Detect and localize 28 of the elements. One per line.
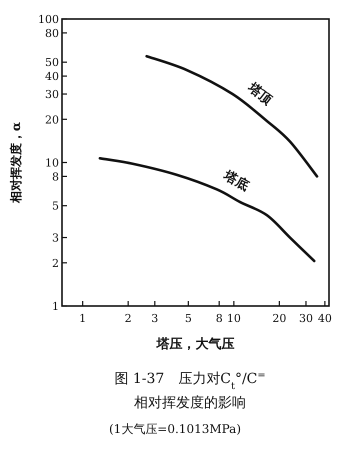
text: 塔顶 bbox=[244, 80, 276, 110]
y-tick-label: 80 bbox=[45, 26, 59, 40]
text: (1大气压=0.1013MPa) bbox=[108, 422, 242, 436]
y-tick-label: 40 bbox=[45, 70, 59, 84]
y-tick-label: 30 bbox=[45, 88, 59, 102]
x-tick-label: 30 bbox=[298, 312, 313, 325]
x-tick-label: 3 bbox=[151, 312, 158, 325]
text: 塔底 bbox=[220, 167, 252, 194]
y-axis-title: 相对挥发度，α bbox=[9, 122, 23, 204]
x-tick-label: 5 bbox=[184, 312, 192, 325]
y-tick-label: 1 bbox=[52, 300, 59, 313]
y-tick-label: 3 bbox=[52, 232, 59, 245]
x-tick-label: 40 bbox=[318, 312, 332, 325]
y-tick-label: 20 bbox=[45, 113, 59, 126]
y-tick-label: 8 bbox=[52, 170, 59, 184]
x-axis-title: 塔压，大气压 bbox=[156, 337, 234, 352]
y-tick-label: 50 bbox=[45, 56, 59, 70]
x-tick-label: 1 bbox=[79, 312, 86, 325]
y-tick-label: 5 bbox=[52, 200, 59, 213]
x-tick-label: 20 bbox=[272, 312, 286, 325]
y-tick-label: 2 bbox=[52, 256, 59, 270]
x-tick-label: 10 bbox=[226, 312, 241, 325]
y-tick-label: 10 bbox=[45, 156, 59, 170]
x-tick-label: 8 bbox=[216, 312, 223, 325]
y-tick-label: 100 bbox=[38, 13, 59, 26]
caption: 图 1-37 压力对C$_{t}$°/C$^{=}$ bbox=[114, 370, 266, 392]
x-tick-label: 2 bbox=[124, 312, 132, 325]
text: 相对挥发度的影响 bbox=[134, 395, 246, 411]
